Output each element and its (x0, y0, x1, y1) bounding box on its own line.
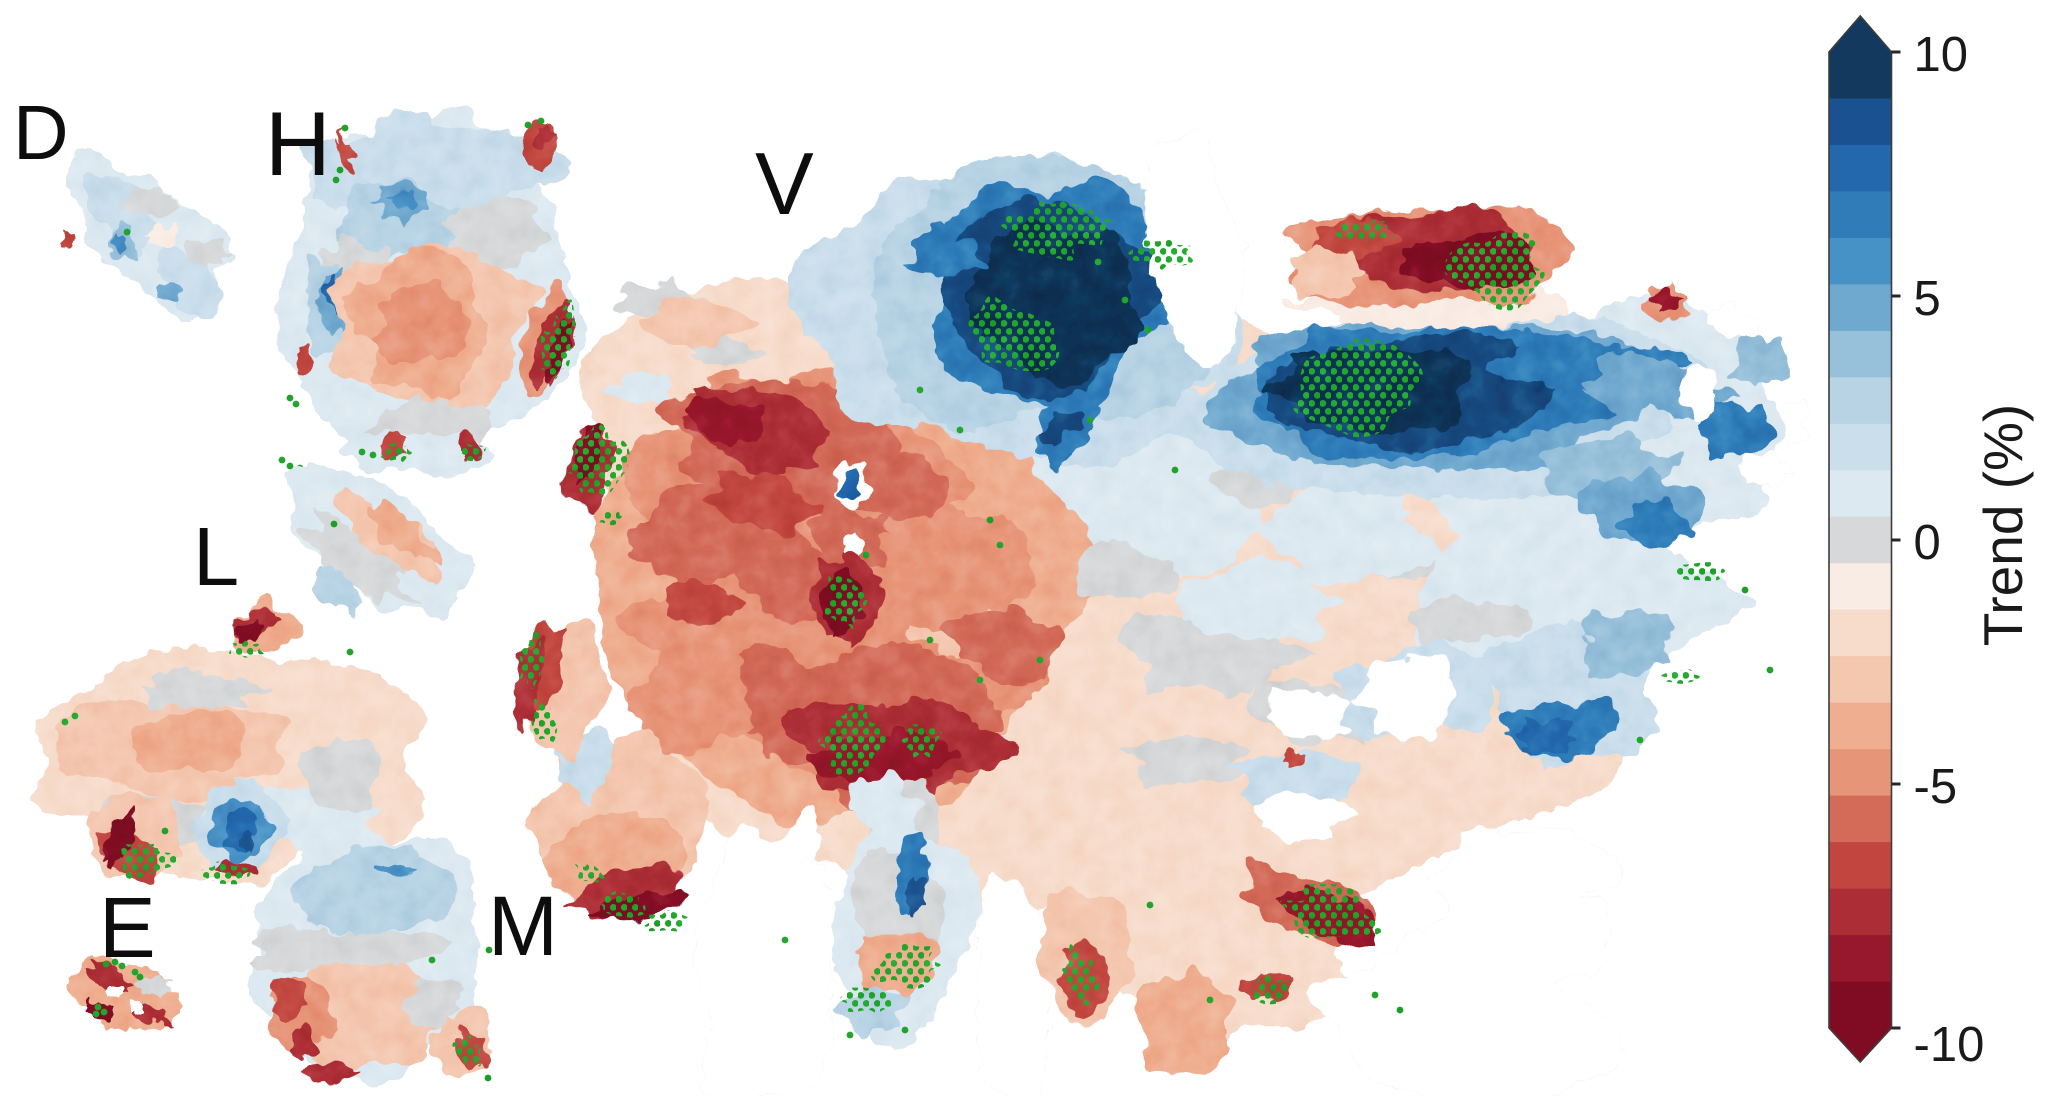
svg-text:-10: -10 (1914, 1018, 1985, 1072)
svg-text:L: L (193, 510, 239, 603)
svg-text:5: 5 (1914, 272, 1941, 326)
svg-text:-5: -5 (1914, 760, 1958, 814)
svg-text:0: 0 (1914, 516, 1941, 570)
svg-text:E: E (99, 881, 156, 976)
svg-text:V: V (755, 134, 814, 233)
svg-text:H: H (265, 94, 331, 195)
svg-text:M: M (488, 879, 558, 973)
svg-text:10: 10 (1914, 28, 1969, 82)
svg-text:Trend (%): Trend (%) (1972, 404, 2034, 646)
svg-text:D: D (13, 90, 69, 176)
